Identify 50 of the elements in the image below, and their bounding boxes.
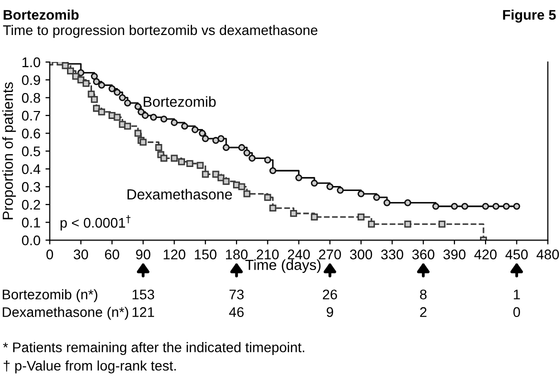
series-label: Dexamethasone xyxy=(128,188,232,200)
text: 73 xyxy=(230,290,244,300)
x-tick-label: 390 xyxy=(443,250,466,260)
caption: Figure 5 xyxy=(503,10,556,23)
x-tick-label: 180 xyxy=(226,250,248,260)
x-tick-label: 60 xyxy=(104,250,120,260)
chart-title: Bortezomib xyxy=(4,10,79,20)
text: 2 xyxy=(420,307,426,317)
x-tick-label: 270 xyxy=(319,250,341,260)
y-tick-label: 0.6 xyxy=(22,128,40,138)
text: 121 xyxy=(132,307,154,317)
x-tick-label: 90 xyxy=(136,250,150,260)
text: 46 xyxy=(229,307,244,318)
y-tick-label: 0.3 xyxy=(22,182,40,192)
text: 153 xyxy=(132,290,154,300)
x-tick-label: 240 xyxy=(288,250,310,260)
text: 8 xyxy=(420,290,427,300)
x-tick-label: 420 xyxy=(474,250,497,260)
x-tick-label: 450 xyxy=(505,250,528,260)
x-tick-label: 210 xyxy=(256,250,279,260)
y-tick-label: 0.9 xyxy=(22,75,40,86)
text: 26 xyxy=(322,290,338,300)
y-tick-label: 0.2 xyxy=(22,200,40,210)
chart-subtitle: Time to progression bortezomib vs dexamethasone xyxy=(3,24,318,38)
x-tick-label: 300 xyxy=(350,250,372,260)
x-axis-title: Time (days) xyxy=(245,259,321,273)
y-axis-title: Proportion of patients xyxy=(2,82,16,220)
y-tick-label: 1.0 xyxy=(22,57,40,68)
x-tick-label: 360 xyxy=(412,250,434,260)
y-tick-label: 0.5 xyxy=(22,146,40,156)
x-tick-label: 0 xyxy=(46,250,54,260)
text: 0 xyxy=(513,307,520,318)
series-label: Bortezomib xyxy=(144,96,216,107)
annotation: p < 0.0001$^{†}$ xyxy=(60,215,130,230)
text: 1 xyxy=(514,290,520,300)
x-tick-label: 30 xyxy=(74,250,88,260)
text: Bortezomib (n*) xyxy=(2,289,98,302)
x-tick-label: 120 xyxy=(164,250,186,260)
text: Dexamethasone (n*) xyxy=(2,306,128,320)
text: 9 xyxy=(326,307,334,318)
y-tick-label: 0.8 xyxy=(22,93,40,103)
text: † p-Value from log-rank test. xyxy=(4,360,176,374)
x-tick-label: 330 xyxy=(381,250,404,260)
text: * Patients remaining after the indicated timepoint. xyxy=(3,342,304,356)
x-tick-label: 150 xyxy=(194,250,216,260)
x-tick-label: 480 xyxy=(536,250,559,260)
y-tick-label: 0.1 xyxy=(22,218,40,228)
y-tick-label: 0.4 xyxy=(22,164,40,174)
y-tick-label: 0.0 xyxy=(22,235,40,246)
y-tick-label: 0.7 xyxy=(22,110,40,121)
